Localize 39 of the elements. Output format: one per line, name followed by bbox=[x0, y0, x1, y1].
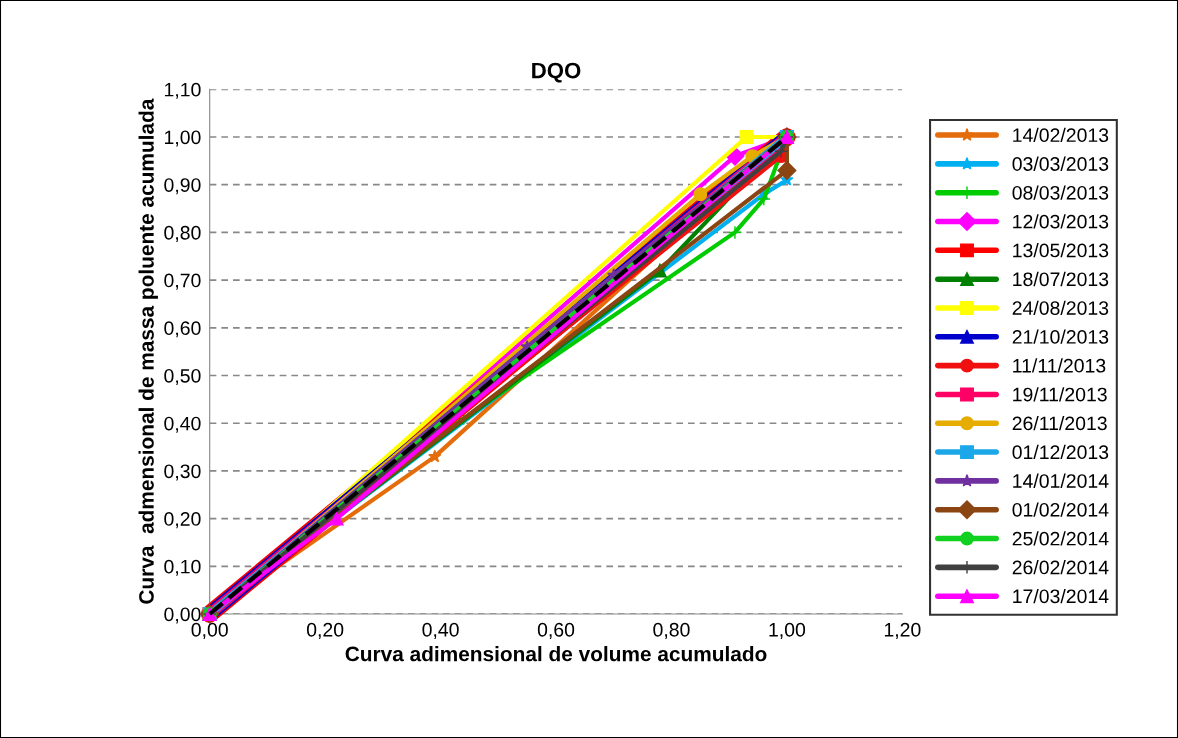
x-tick-label: 1,00 bbox=[769, 622, 806, 639]
legend-label: 17/03/2014 bbox=[1013, 588, 1109, 604]
legend-label: 26/11/2013 bbox=[1012, 415, 1107, 431]
legend-label: 03/03/2013 bbox=[1012, 156, 1109, 171]
x-tick-label: 0,20 bbox=[306, 622, 344, 639]
legend-label: 12/03/2013 bbox=[1013, 214, 1109, 229]
legend-label: 14/01/2014 bbox=[1013, 473, 1109, 488]
legend-label: 01/12/2013 bbox=[1012, 444, 1109, 460]
y-tick-label: 0,00 bbox=[164, 607, 201, 624]
x-tick-label: 0,80 bbox=[653, 622, 690, 639]
y-axis-title: Curva admensional de massa poluente acumulada bbox=[138, 98, 158, 604]
legend-label: 21/10/2013 bbox=[1012, 329, 1109, 344]
y-tick-label: 0,80 bbox=[164, 225, 201, 242]
chart-title: DQO bbox=[532, 62, 581, 83]
y-tick-label: 0,40 bbox=[164, 416, 201, 433]
y-tick-label: 0,70 bbox=[164, 273, 201, 290]
y-tick-label: 0,60 bbox=[164, 321, 201, 338]
y-tick-label: 0,50 bbox=[164, 368, 201, 386]
legend-label: 13/05/2013 bbox=[1013, 243, 1109, 258]
y-tick-label: 1,00 bbox=[164, 130, 201, 147]
legend-label: 01/02/2014 bbox=[1012, 502, 1109, 517]
legend-label: 18/07/2013 bbox=[1013, 271, 1109, 287]
legend-label: 26/02/2014 bbox=[1012, 560, 1109, 575]
x-tick-label: 0,40 bbox=[422, 622, 459, 639]
y-tick-label: 1,10 bbox=[164, 82, 201, 99]
legend-label: 24/08/2013 bbox=[1012, 300, 1109, 315]
x-tick-label: 0,00 bbox=[191, 622, 228, 639]
y-tick-label: 0,20 bbox=[164, 512, 201, 529]
x-tick-label: 0,60 bbox=[537, 622, 575, 639]
y-tick-label: 0,90 bbox=[164, 178, 201, 195]
legend-label: 25/02/2014 bbox=[1012, 531, 1109, 546]
x-axis-title: Curva adimensional de volume acumulado bbox=[345, 646, 767, 662]
legend-label: 19/11/2013 bbox=[1013, 387, 1107, 402]
x-tick-label: 1,20 bbox=[884, 622, 921, 639]
y-tick-label: 0,30 bbox=[164, 464, 201, 481]
y-tick-label: 0,10 bbox=[164, 559, 201, 576]
legend-label: 08/03/2013 bbox=[1012, 185, 1109, 200]
legend-label: 11/11/2013 bbox=[1013, 358, 1106, 373]
legend-label: 14/02/2013 bbox=[1013, 127, 1109, 143]
